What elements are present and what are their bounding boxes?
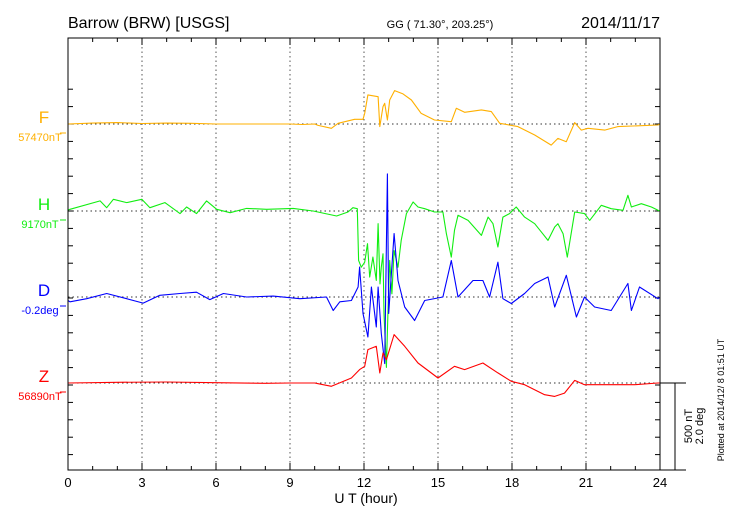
baseline-value-H: 9170nT bbox=[21, 219, 59, 231]
scale-bar: 500 nT 2.0 deg bbox=[660, 382, 706, 471]
coordinates: GG ( 71.30°, 203.25°) bbox=[387, 19, 494, 31]
x-tick-label: 18 bbox=[505, 475, 519, 490]
x-tick-label: 3 bbox=[138, 475, 145, 490]
baseline-value-D: -0.2deg bbox=[21, 305, 58, 317]
x-tick-label: 21 bbox=[579, 475, 593, 490]
x-tick-label: 9 bbox=[286, 475, 293, 490]
component-name-Z: Z bbox=[39, 367, 49, 386]
axis-ticks bbox=[67, 38, 661, 470]
scale-nt: 500 nT bbox=[683, 409, 695, 444]
scale-deg: 2.0 deg bbox=[694, 408, 706, 445]
x-tick-label: 0 bbox=[64, 475, 71, 490]
plotted-timestamp: Plotted at 2014/12/ 8 01:51 UT bbox=[716, 338, 726, 461]
traces bbox=[67, 90, 661, 397]
component-name-D: D bbox=[38, 281, 50, 300]
station-title: Barrow (BRW) [USGS] bbox=[68, 15, 230, 32]
grid bbox=[68, 38, 660, 470]
date: 2014/11/17 bbox=[581, 15, 660, 32]
baseline-value-F: 57470nT bbox=[18, 132, 62, 144]
plot-frame bbox=[67, 37, 661, 471]
trace-Z bbox=[67, 334, 660, 397]
component-labels: F 57470nT H 9170nT D -0.2deg Z 56890nT bbox=[18, 108, 66, 403]
x-tick-label: 15 bbox=[431, 475, 445, 490]
component-name-H: H bbox=[38, 195, 50, 214]
x-tick-labels: 0 3 6 9 12 15 18 21 24 bbox=[64, 475, 667, 490]
trace-D bbox=[67, 173, 661, 365]
x-tick-label: 6 bbox=[212, 475, 219, 490]
trace-F bbox=[67, 90, 661, 146]
x-tick-label: 24 bbox=[653, 475, 667, 490]
x-axis-label: U T (hour) bbox=[334, 490, 397, 506]
component-name-F: F bbox=[39, 108, 49, 127]
x-tick-label: 12 bbox=[357, 475, 371, 490]
baseline-value-Z: 56890nT bbox=[18, 391, 62, 403]
